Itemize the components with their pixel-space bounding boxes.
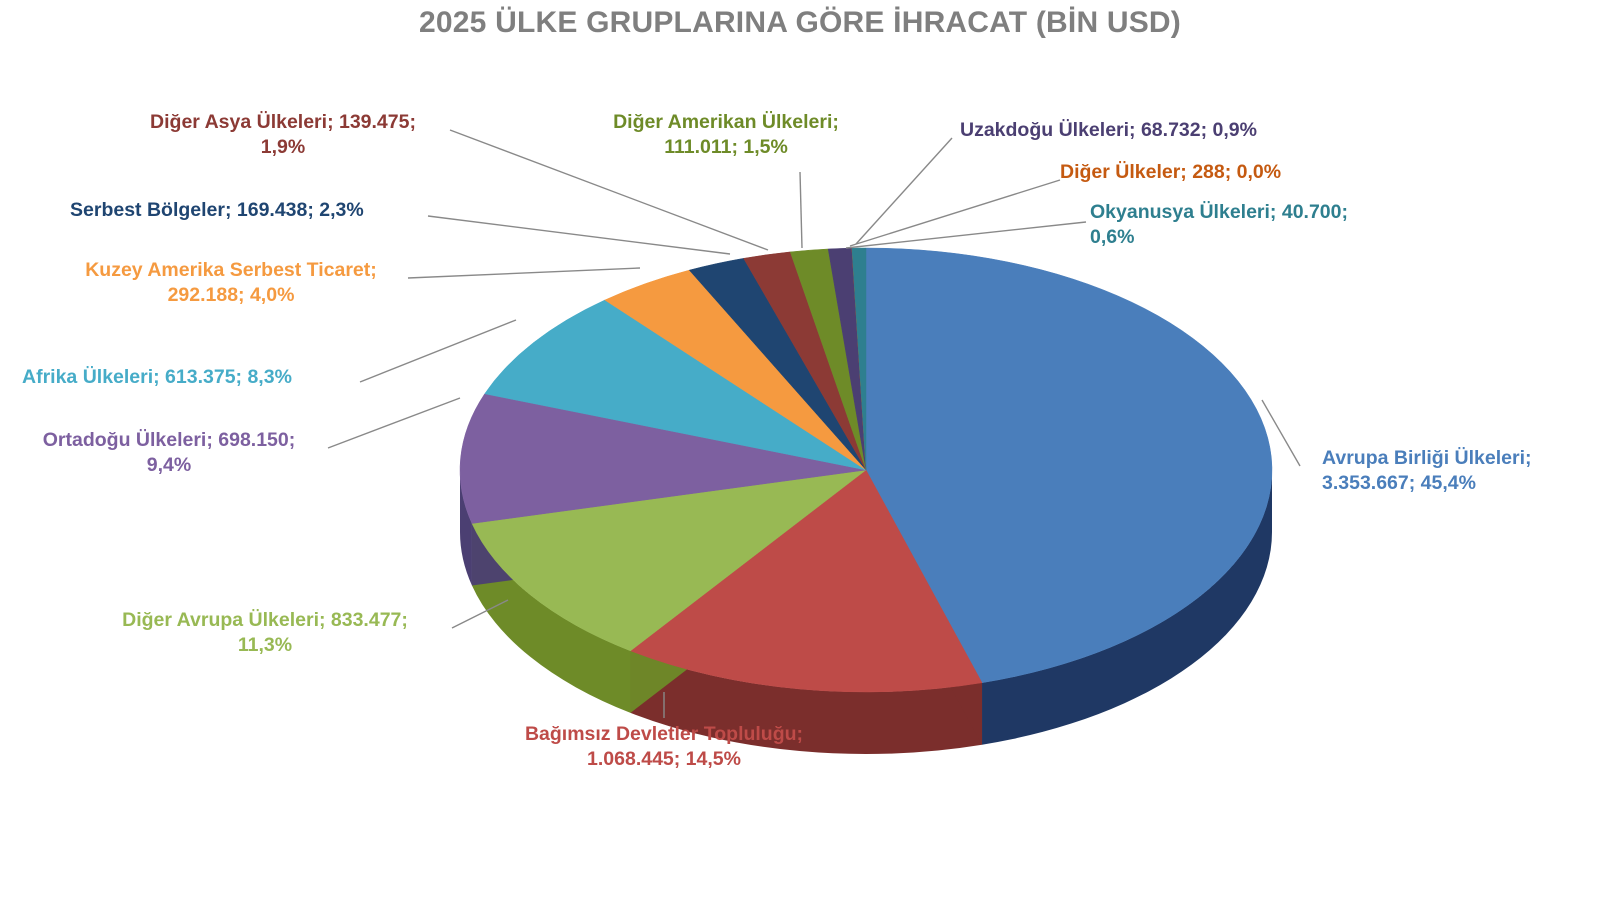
data-label-line1: Kuzey Amerika Serbest Ticaret; xyxy=(85,259,377,281)
data-label-line1: Diğer Asya Ülkeleri; 139.475; xyxy=(150,111,416,133)
data-label-line1: Serbest Bölgeler; 169.438; 2,3% xyxy=(70,199,364,221)
data-label-8: Diğer Asya Ülkeleri; 139.475; 1,9% xyxy=(118,110,448,160)
data-label-line1: Bağımsız Devletler Topluluğu; xyxy=(524,723,804,745)
leader-line xyxy=(449,129,769,251)
data-label-line2: 0,6% xyxy=(1090,225,1135,248)
leader-line xyxy=(451,599,509,629)
data-label-2: Bağımsız Devletler Topluluğu; 1.068.445; … xyxy=(504,722,824,772)
data-label-line1: Diğer Avrupa Ülkeleri; 833.477; xyxy=(122,609,408,631)
pie-slice[interactable] xyxy=(851,247,867,471)
leader-line xyxy=(855,137,953,245)
data-label-line1: Diğer Ülkeler; 288; 0,0% xyxy=(1060,161,1282,183)
data-label-7: Serbest Bölgeler; 169.438; 2,3% xyxy=(70,198,430,223)
data-label-4: Ortadoğu Ülkeleri; 698.150; 9,4% xyxy=(10,428,328,478)
pie-top-faces xyxy=(459,247,1273,693)
leader-line xyxy=(407,267,641,279)
pie-slice-side xyxy=(460,470,472,586)
data-label-line2: 292.188; 4,0% xyxy=(167,283,295,306)
data-label-line1: Ortadoğu Ülkeleri; 698.150; xyxy=(42,429,296,451)
data-label-line2: 1.068.445; 14,5% xyxy=(587,747,741,770)
data-label-12: Okyanusya Ülkeleri; 40.700; 0,6% xyxy=(1090,200,1420,250)
data-label-line2: 111.011; 1,5% xyxy=(664,135,788,158)
pie-slice[interactable] xyxy=(865,247,1273,684)
data-label-5: Afrika Ülkeleri; 613.375; 8,3% xyxy=(22,365,352,390)
data-label-6: Kuzey Amerika Serbest Ticaret; 292.188; 4… xyxy=(56,258,406,308)
leader-lines xyxy=(327,129,1301,718)
pie-slice[interactable] xyxy=(459,393,867,524)
leader-line xyxy=(799,171,803,249)
data-label-10: Uzakdoğu Ülkeleri; 68.732; 0,9% xyxy=(960,118,1340,143)
pie-slice-side xyxy=(982,470,1272,745)
data-label-9: Diğer Amerikan Ülkeleri; 111.011; 1,5% xyxy=(576,110,876,160)
data-label-line1: Avrupa Birliği Ülkeleri; xyxy=(1322,447,1532,469)
pie-slice[interactable] xyxy=(484,299,867,471)
data-label-1: Avrupa Birliği Ülkeleri; 3.353.667; 45,4% xyxy=(1322,446,1532,496)
pie-slice[interactable] xyxy=(630,469,983,693)
data-label-line1: Afrika Ülkeleri; 613.375; 8,3% xyxy=(22,366,292,388)
pie-slice-side xyxy=(471,523,631,713)
leader-line xyxy=(359,319,517,383)
chart-title: 2025 ÜLKE GRUPLARINA GÖRE İHRACAT (BİN U… xyxy=(419,6,1181,39)
data-label-line1: Uzakdoğu Ülkeleri; 68.732; 0,9% xyxy=(960,119,1257,141)
leader-line xyxy=(849,179,1061,247)
data-label-11: Diğer Ülkeler; 288; 0,0% xyxy=(1060,160,1340,185)
data-label-line1: Okyanusya Ülkeleri; 40.700; xyxy=(1090,201,1348,223)
data-label-line2: 9,4% xyxy=(146,453,192,476)
leader-line xyxy=(327,397,461,449)
leader-line xyxy=(427,215,731,255)
pie-slice-side xyxy=(630,650,983,754)
data-label-line2: 11,3% xyxy=(237,633,293,656)
leader-line xyxy=(845,221,1087,249)
leader-line xyxy=(1261,399,1301,467)
data-label-line2: 3.353.667; 45,4% xyxy=(1322,471,1476,494)
data-label-3: Diğer Avrupa Ülkeleri; 833.477; 11,3% xyxy=(90,608,440,658)
data-label-line2: 1,9% xyxy=(260,135,306,158)
pie-slice[interactable] xyxy=(471,469,867,652)
data-label-line1: Diğer Amerikan Ülkeleri; xyxy=(613,111,839,133)
